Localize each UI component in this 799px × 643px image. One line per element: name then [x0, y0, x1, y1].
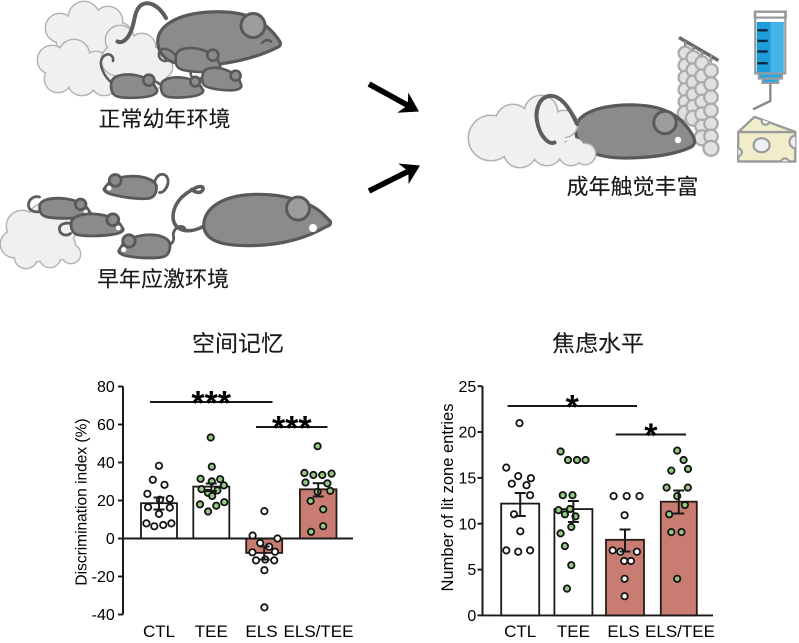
- svg-text:ELS/TEE: ELS/TEE: [284, 622, 354, 641]
- svg-text:5: 5: [467, 562, 476, 579]
- svg-text:15: 15: [459, 471, 477, 488]
- svg-text:-20: -20: [92, 569, 115, 586]
- svg-text:CTL: CTL: [504, 622, 536, 641]
- svg-text:80: 80: [97, 379, 115, 396]
- svg-text:*: *: [566, 389, 580, 427]
- svg-text:25: 25: [459, 379, 477, 396]
- svg-text:***: ***: [272, 410, 312, 448]
- svg-text:60: 60: [97, 417, 115, 434]
- svg-text:20: 20: [97, 493, 115, 510]
- svg-text:***: ***: [191, 385, 231, 423]
- svg-text:20: 20: [459, 425, 477, 442]
- svg-text:*: *: [644, 417, 658, 455]
- svg-text:0: 0: [467, 608, 476, 625]
- svg-text:Number of lit zone entries: Number of lit zone entries: [439, 403, 457, 591]
- svg-text:0: 0: [106, 531, 115, 548]
- svg-text:CTL: CTL: [143, 622, 175, 641]
- svg-text:10: 10: [459, 516, 477, 533]
- svg-text:ELS: ELS: [245, 622, 277, 641]
- svg-text:TEE: TEE: [557, 622, 590, 641]
- svg-text:TEE: TEE: [195, 622, 228, 641]
- svg-text:ELS/TEE: ELS/TEE: [645, 622, 715, 641]
- svg-text:ELS: ELS: [607, 622, 639, 641]
- svg-text:Discrimination index (%): Discrimination index (%): [74, 418, 91, 585]
- svg-text:40: 40: [97, 455, 115, 472]
- svg-text:-40: -40: [92, 607, 115, 624]
